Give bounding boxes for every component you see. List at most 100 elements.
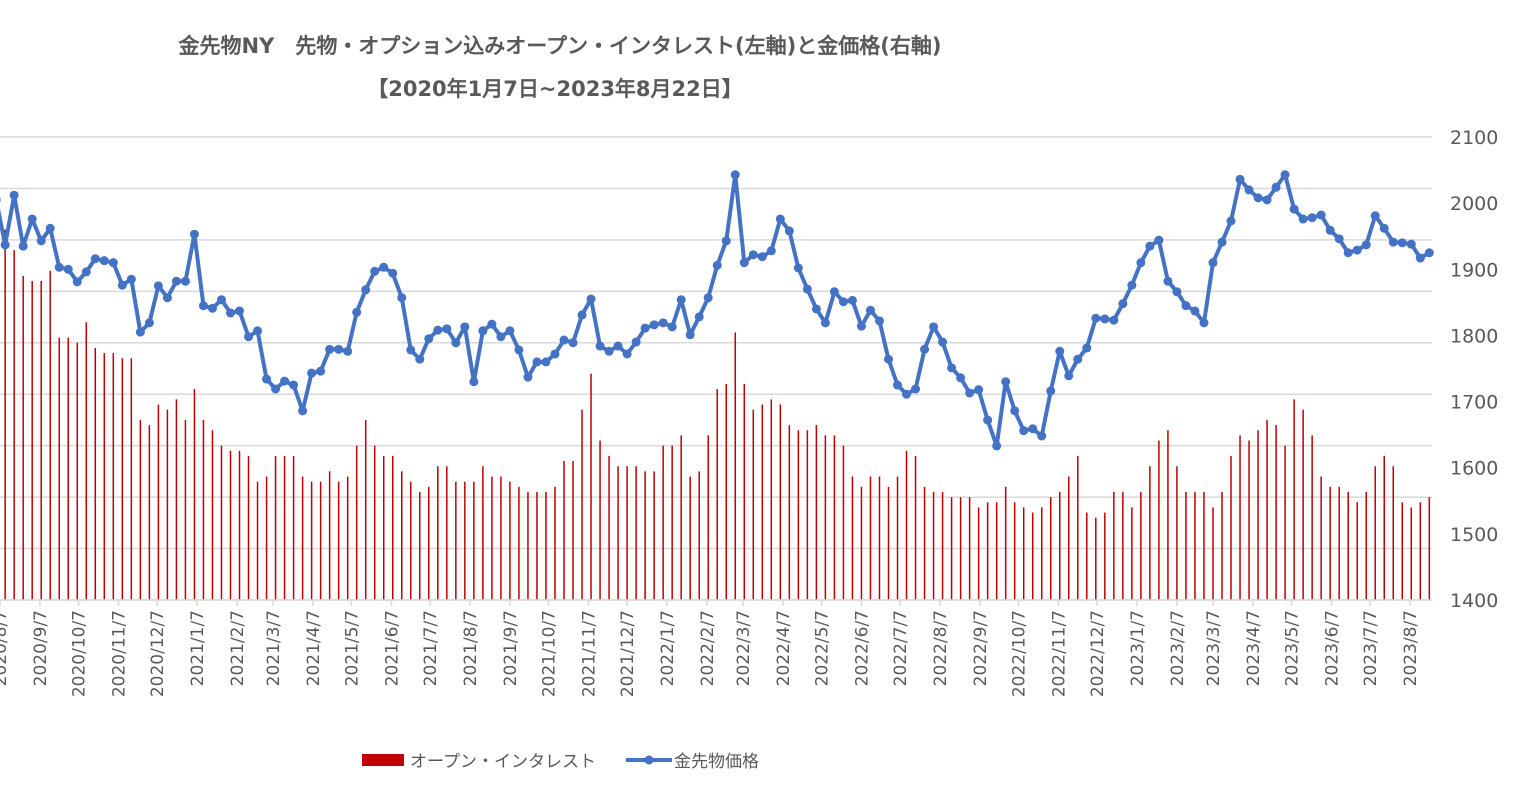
x-tick-label: 2022/5/7 [813,610,833,686]
bar [1356,502,1358,600]
bar [428,486,430,600]
price-marker [541,357,551,367]
x-tick-label: 2022/7/7 [891,610,911,686]
bar [1401,502,1404,600]
price-marker [694,312,704,322]
bar [1040,507,1043,600]
price-marker [847,295,857,305]
price-marker [54,262,64,272]
price-marker [216,295,226,305]
bar [40,281,42,600]
bar [707,435,709,600]
price-marker [90,254,100,264]
price-marker [911,384,921,394]
price-marker [18,241,28,251]
bar [725,383,727,600]
price-marker [667,322,677,332]
price-marker [1190,306,1200,316]
bar [860,486,863,600]
bar [1077,455,1079,600]
price-marker [938,337,948,347]
price-marker [1181,301,1191,311]
bar [1347,491,1349,600]
price-marker [676,295,686,305]
price-marker [271,384,281,394]
price-marker [171,276,181,286]
x-tick-label: 2022/1/7 [658,610,678,686]
price-marker [577,310,587,320]
legend-label: 金先物価格 [674,752,759,772]
price-marker [1127,280,1137,290]
bar [1311,435,1313,600]
price-marker [1100,314,1110,324]
price-marker [974,385,984,395]
bar [1428,497,1431,600]
bar [310,481,313,600]
price-marker [703,293,713,303]
bar [85,322,88,600]
bar [256,481,259,600]
bar [770,399,773,600]
bar [1086,512,1088,600]
bar [4,229,6,600]
bar [292,455,295,600]
bar [1266,419,1268,600]
y2-tick-label: 1600 [1450,458,1498,480]
price-marker [1028,424,1038,434]
price-marker [63,264,73,274]
bar [941,491,944,600]
x-tick-label: 2023/1/7 [1128,610,1148,686]
x-tick-label: 2021/2/7 [228,610,248,686]
bar [437,466,439,600]
y2-tick-label: 1900 [1450,259,1498,281]
bar [851,476,854,600]
price-marker [343,346,353,356]
bar [238,450,241,600]
x-tick-label: 2020/12/7 [148,610,168,697]
x-tick-label: 2022/9/7 [971,610,991,686]
bar [545,491,547,600]
price-marker [1199,318,1209,328]
price-marker [1424,248,1434,258]
y2-tick-label: 1400 [1450,590,1498,612]
price-marker [478,326,488,336]
bar [761,404,764,600]
price-marker [730,170,740,180]
bar [166,409,169,600]
price-marker [397,293,407,303]
bar [94,347,97,600]
y2-tick-label: 2100 [1450,127,1498,149]
bar [617,466,619,600]
bar [1104,512,1106,600]
price-marker [1352,245,1362,255]
price-marker [1343,248,1353,258]
price-marker [1064,371,1074,381]
price-marker [1226,216,1236,226]
x-tick-label: 2023/2/7 [1168,610,1188,686]
price-marker [1235,174,1245,184]
price-marker [874,316,884,326]
price-marker [27,214,37,224]
bar [175,399,178,600]
price-marker [1244,185,1254,195]
bar [1392,466,1395,600]
bar [1122,491,1124,600]
price-marker [1055,346,1065,356]
price-marker [316,366,326,376]
price-marker [829,287,839,297]
bar [500,476,502,600]
bar [328,471,331,600]
x-tick-label: 2021/6/7 [382,610,402,686]
bar [662,445,664,600]
price-marker [334,344,344,354]
price-marker [126,274,136,284]
bar [301,476,304,600]
price-marker [856,321,866,331]
bar [464,481,466,600]
x-tick-label: 2023/3/7 [1204,610,1224,686]
bar [878,476,881,600]
price-marker [442,324,452,334]
price-marker [162,293,172,303]
bar [1419,502,1422,600]
price-marker [1163,276,1173,286]
